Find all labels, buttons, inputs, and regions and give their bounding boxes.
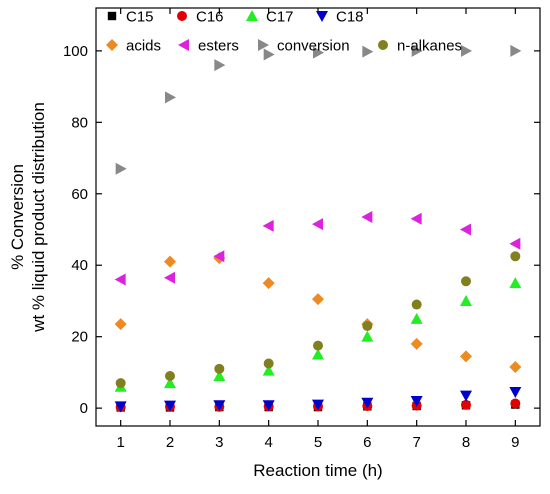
y-tick-label: 100 [63,43,88,60]
x-tick-label: 4 [264,434,272,451]
data-point [312,293,324,305]
data-point [164,256,176,268]
x-tick-label: 9 [511,434,519,451]
legend-marker [258,39,269,51]
y-tick-label: 60 [71,186,88,203]
legend-item: conversion [258,38,350,55]
legend-marker [178,39,189,51]
series-c18 [115,387,522,412]
data-point [509,387,521,398]
data-point [115,318,127,330]
data-point [461,276,471,286]
data-point [509,361,521,373]
data-point [461,45,472,57]
y-tick-label: 0 [80,400,88,417]
x-tick-label: 2 [166,434,174,451]
data-point [510,45,521,57]
data-point [362,46,373,58]
legend-item: esters [178,38,239,55]
data-point [509,238,520,250]
data-point [361,211,372,223]
data-point [164,272,175,284]
data-point [263,220,274,232]
x-tick-label: 1 [116,434,124,451]
data-point [263,277,275,289]
data-point [116,163,127,175]
series-conversion [116,45,522,175]
data-point [460,391,472,402]
data-point [313,341,323,351]
data-point [361,331,373,342]
y-axis-title-line-2: wt % liquid product distribution [29,102,48,333]
legend-marker [378,40,388,50]
data-point [312,218,323,230]
legend-marker [246,10,258,21]
legend-item: n-alkanes [378,38,462,55]
data-point [165,91,176,103]
data-point [411,313,423,324]
x-tick-label: 8 [462,434,470,451]
legend-label: n-alkanes [397,38,462,55]
data-point [460,350,472,362]
legend-item: acids [106,38,161,55]
series-n-alkanes [116,251,521,388]
legend-marker [106,39,118,51]
data-point [460,224,471,236]
data-point [116,378,126,388]
x-tick-label: 5 [314,434,322,451]
data-point [411,338,423,350]
legend-item: C18 [316,9,364,26]
data-point [411,213,422,225]
data-markers [115,45,522,412]
legend-label: C16 [196,9,224,26]
legend-label: acids [126,38,161,55]
y-axis-title-line-1: % Conversion [8,164,27,270]
data-point [510,398,520,408]
data-point [165,371,175,381]
legend-item: C16 [177,9,224,26]
series-esters [115,211,521,286]
legend-label: esters [198,38,239,55]
data-point [264,358,274,368]
plot-frame [96,8,540,426]
y-tick-label: 20 [71,329,88,346]
legend-label: conversion [277,38,350,55]
legend-label: C17 [266,9,294,26]
data-point [214,59,225,71]
legend-item: C17 [246,9,294,26]
legend: C15 C16 C17 C18 acids esters conversion n-alkan… [106,9,462,55]
legend-item: C15 [108,9,154,26]
data-point [214,364,224,374]
data-point [264,48,275,60]
data-point [412,300,422,310]
x-tick-label: 6 [363,434,371,451]
data-point [115,274,126,286]
data-point [510,251,520,261]
legend-label: C15 [126,9,154,26]
data-point [460,295,472,306]
data-point [509,277,521,288]
legend-marker [316,11,328,22]
x-axis-title: Reaction time (h) [253,461,382,480]
legend-label: C18 [336,9,364,26]
x-tick-label: 3 [215,434,223,451]
legend-marker [108,12,116,20]
y-tick-label: 80 [71,114,88,131]
data-point [362,321,372,331]
legend-marker [177,11,187,21]
x-tick-label: 7 [412,434,420,451]
y-tick-label: 40 [71,257,88,274]
